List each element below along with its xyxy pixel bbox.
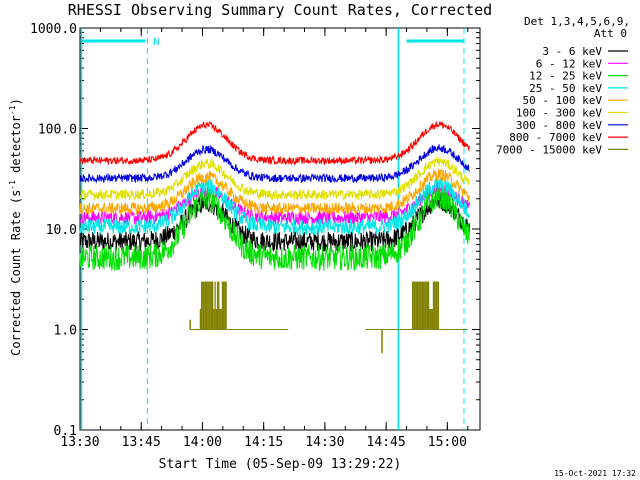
x-tick-label: 14:00 [183, 435, 222, 450]
y-tick-label: 10.0 [46, 223, 77, 238]
legend-label: 6 - 12 keV [536, 57, 603, 70]
legend-label: 300 - 800 keV [516, 119, 602, 132]
series-line [79, 144, 470, 184]
series-line [79, 192, 470, 252]
x-tick-label: 14:15 [244, 435, 283, 450]
chart-title: RHESSI Observing Summary Count Rates, Co… [68, 1, 492, 19]
x-tick-label: 14:30 [305, 435, 344, 450]
x-tick-label: 14:45 [367, 435, 406, 450]
plot-area: 0.1 1.0 10.0 100.0 1000.0 13:30 13:45 14:00 14:1… [30, 22, 481, 450]
y-tick-label: 100.0 [38, 123, 77, 138]
legend-label: 800 - 7000 keV [509, 131, 602, 144]
legend-label: 3 - 6 keV [542, 45, 602, 58]
svg-text:Corrected Count Rate (s-1 dete: Corrected Count Rate (s-1 detector-1) [8, 98, 23, 356]
series-line [79, 120, 470, 166]
x-tick-label: 13:45 [122, 435, 161, 450]
legend-label: 100 - 300 keV [516, 107, 602, 120]
y-axis-label: Corrected Count Rate (s-1 detector-1) [8, 98, 23, 356]
legend-label: 25 - 50 keV [529, 82, 602, 95]
legend-label: 7000 - 15000 keV [496, 143, 602, 156]
series-line [79, 168, 470, 216]
legend-header-line-1: Det 1,3,4,5,6,9, [524, 15, 630, 28]
x-tick-label: 15:00 [428, 435, 467, 450]
series-line [79, 155, 470, 202]
x-tick-label: 13:30 [60, 435, 99, 450]
legend-label: 50 - 100 keV [523, 94, 603, 107]
y-tick-label: 0.1 [54, 424, 77, 439]
legend-header-line-2: Att 0 [594, 27, 627, 40]
x-axis-label: Start Time (05-Sep-09 13:29:22) [159, 457, 402, 472]
series-line [79, 176, 470, 237]
legend-label: 12 - 25 keV [529, 70, 602, 83]
footer-date: 15-Oct-2021 17:32 [554, 469, 636, 478]
y-tick-label: 1000.0 [30, 22, 77, 37]
y-tick-label: 1.0 [54, 324, 77, 339]
saa-flag-label: N [153, 37, 159, 48]
series-line [79, 184, 470, 272]
